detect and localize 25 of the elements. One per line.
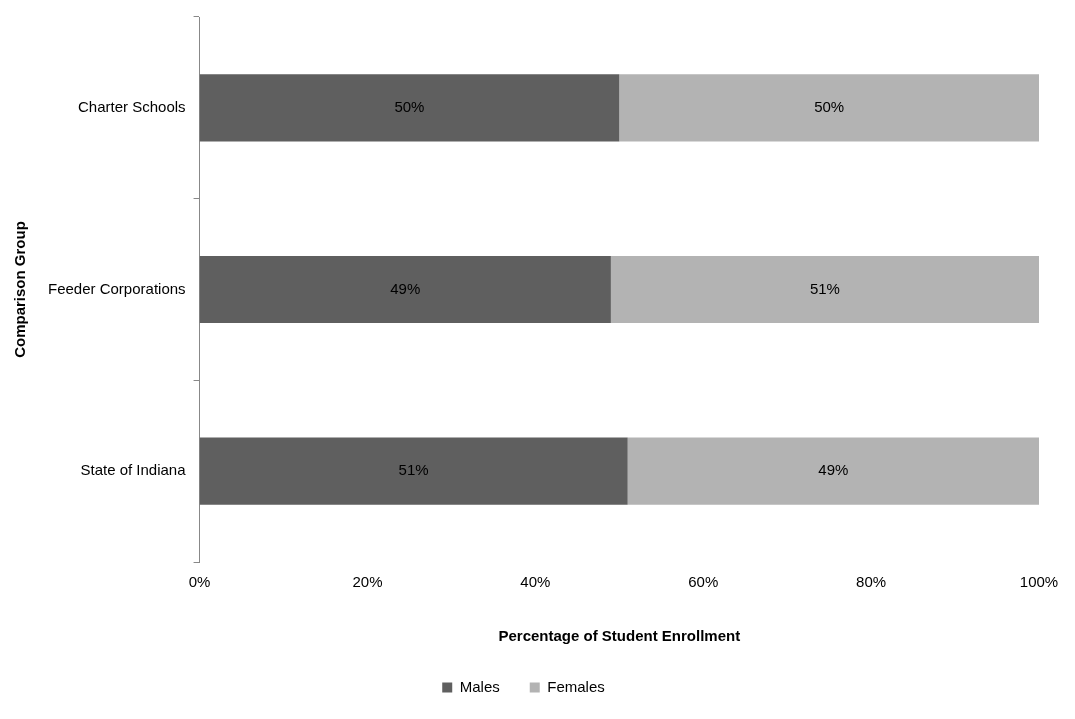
x-axis-title: Percentage of Student Enrollment bbox=[498, 627, 741, 645]
bar bbox=[610, 255, 1039, 324]
data-label: 50% bbox=[394, 97, 425, 115]
data-label: 51% bbox=[398, 461, 429, 479]
data-label: 51% bbox=[809, 279, 840, 297]
bar bbox=[199, 74, 620, 142]
y-tick-label: State of Indiana bbox=[80, 461, 187, 479]
y-axis-title: Comparison Group bbox=[11, 221, 29, 358]
legend-label: Males bbox=[459, 677, 500, 695]
x-tick-label: 80% bbox=[856, 573, 887, 591]
bar bbox=[199, 437, 628, 505]
x-tick-label: 40% bbox=[520, 573, 551, 591]
x-tick-label: 100% bbox=[1019, 573, 1059, 591]
bar bbox=[627, 437, 1039, 505]
bar bbox=[199, 255, 611, 324]
y-tick-label: Charter Schools bbox=[78, 97, 186, 115]
x-tick-label: 20% bbox=[352, 573, 383, 591]
data-label: 50% bbox=[814, 97, 845, 115]
data-label: 49% bbox=[390, 279, 421, 297]
legend-label: Females bbox=[547, 677, 605, 695]
y-tick-label: Feeder Corporations bbox=[47, 279, 186, 297]
data-label: 49% bbox=[818, 461, 849, 479]
x-tick-label: 0% bbox=[188, 573, 211, 591]
bar bbox=[619, 74, 1039, 142]
x-tick-label: 60% bbox=[688, 573, 719, 591]
